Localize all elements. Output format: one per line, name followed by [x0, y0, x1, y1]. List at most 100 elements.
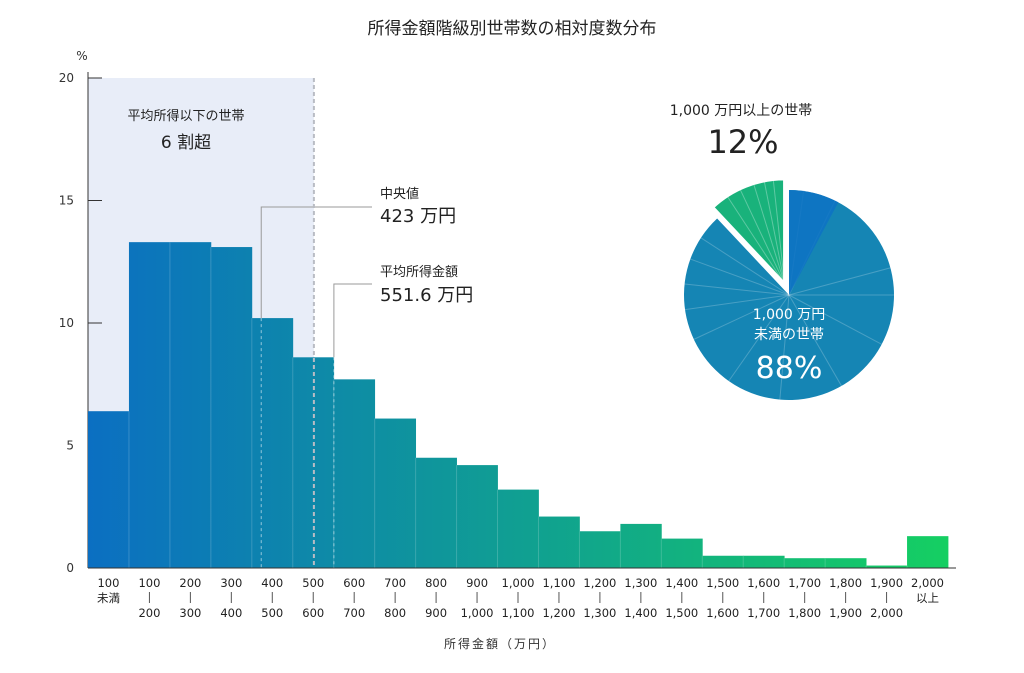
y-axis-unit-label: % — [76, 49, 87, 63]
pie-minor-value: 12% — [707, 123, 778, 161]
bar — [784, 558, 826, 568]
bar — [128, 242, 171, 568]
pie-slice-divider — [690, 258, 790, 296]
y-tick-label: 20 — [59, 71, 74, 85]
x-tick-label-top: 1,400 — [665, 576, 698, 590]
bar — [333, 379, 376, 568]
x-tick-label-bottom: 600 — [302, 606, 324, 620]
pie-slice-divider — [772, 179, 786, 284]
bar — [415, 457, 457, 568]
x-tick-label-bottom: 2,000 — [870, 606, 903, 620]
bar — [497, 489, 539, 568]
bar — [743, 555, 785, 568]
bar — [292, 357, 335, 568]
pie-minor-label: 1,000 万円以上の世帯 — [670, 103, 813, 119]
pie-slice-divider — [788, 294, 842, 387]
bar — [374, 418, 417, 568]
x-axis-title: 所得金額（万円） — [444, 636, 556, 651]
x-tick-label-bottom: 400 — [220, 606, 242, 620]
pie-subslice-highlight — [789, 190, 839, 295]
bar — [702, 555, 744, 568]
pie-major-value: 88% — [756, 351, 823, 386]
median-mean-markers — [260, 78, 372, 568]
pie-major-label-line2: 未満の世帯 — [754, 327, 824, 343]
x-tick-label-top: 1,300 — [624, 576, 657, 590]
pie-slice-divider — [726, 195, 786, 285]
x-tick-label-top: 100 — [97, 576, 119, 590]
x-tick-label-top: 1,100 — [542, 576, 575, 590]
x-tick-label-top: 100 — [138, 576, 160, 590]
x-tick-label-top: 500 — [302, 576, 324, 590]
pie-slice-divider — [684, 294, 790, 311]
x-tick-label-bottom: 200 — [138, 606, 160, 620]
x-tick-label-top: 600 — [343, 576, 365, 590]
x-tick-label-bottom: 500 — [261, 606, 283, 620]
x-tick-label-top: 1,500 — [706, 576, 739, 590]
bar — [661, 538, 703, 568]
x-tick-label-bottom: 1,600 — [706, 606, 739, 620]
pie-slice-divider — [728, 294, 790, 382]
median-label: 中央値 — [380, 186, 419, 202]
x-tick-label-bottom: 1,300 — [583, 606, 616, 620]
x-tick-label-top: 700 — [384, 576, 406, 590]
y-tick-label: 5 — [66, 439, 74, 453]
bar — [169, 242, 212, 568]
mean-leader-line — [333, 283, 372, 358]
bar — [825, 558, 867, 568]
bar — [456, 465, 498, 568]
shade-annotation-line1: 平均所得以下の世帯 — [127, 108, 244, 124]
pie-slice-divider — [779, 294, 790, 400]
pie-slice-under-10m — [684, 190, 895, 400]
x-tick-label-bottom: 900 — [425, 606, 447, 620]
x-tick-label-top: 900 — [466, 576, 488, 590]
pie-chart — [684, 177, 895, 400]
y-tick-label: 15 — [59, 194, 74, 208]
pie-major-label-line1: 1,000 万円 — [753, 307, 826, 323]
y-tick-label: 10 — [59, 316, 74, 330]
pie-slice-over-10m — [710, 177, 787, 288]
x-tick-label-bottom: 700 — [343, 606, 365, 620]
chart-title: 所得金額階級別世帯数の相対度数分布 — [368, 19, 657, 39]
x-tick-label-bottom: 以上 — [916, 591, 939, 605]
pie-slice-divider — [763, 180, 786, 284]
bar — [251, 318, 294, 568]
x-tick-label-top: 400 — [261, 576, 283, 590]
x-tick-label-top: 800 — [425, 576, 447, 590]
pie-slice-divider — [753, 183, 786, 284]
x-tick-label-bottom: 未満 — [97, 591, 120, 605]
x-tick-label-top: 2,000 — [911, 576, 944, 590]
pie-slice-divider — [700, 237, 790, 296]
x-tick-label-bottom: 1,200 — [542, 606, 575, 620]
pie-slice-divider — [684, 283, 790, 296]
bars — [88, 242, 949, 569]
y-tick-label: 0 — [66, 561, 74, 575]
mean-value: 551.6 万円 — [380, 285, 473, 306]
x-tick-label-top: 1,900 — [870, 576, 903, 590]
x-tick-label-bottom: 300 — [179, 606, 201, 620]
pie-slice-divider — [739, 188, 786, 285]
x-tick-label-bottom: 800 — [384, 606, 406, 620]
bar — [210, 247, 253, 569]
x-tick-label-bottom: 1,700 — [747, 606, 780, 620]
bar — [538, 516, 580, 568]
x-tick-label-top: 1,800 — [829, 576, 862, 590]
bar — [88, 411, 130, 568]
x-tick-label-top: 1,600 — [747, 576, 780, 590]
pie-slice-divider — [788, 267, 891, 296]
x-tick-label-bottom: 1,000 — [461, 606, 494, 620]
x-tick-label-top: 1,200 — [583, 576, 616, 590]
x-tick-label-bottom: 1,400 — [624, 606, 657, 620]
x-tick-label-bottom: 1,900 — [829, 606, 862, 620]
pie-slice-divider — [693, 294, 790, 340]
x-tick-label-top: 200 — [179, 576, 201, 590]
bar — [907, 536, 949, 568]
pie-slice-divider — [788, 294, 882, 345]
x-tick-label-bottom: 1,500 — [665, 606, 698, 620]
x-tick-label-bottom: 1,800 — [788, 606, 821, 620]
median-leader-line — [260, 206, 372, 319]
mean-label: 平均所得金額 — [380, 264, 458, 280]
x-tick-label-top: 300 — [220, 576, 242, 590]
x-tick-label-top: 1,000 — [502, 576, 535, 590]
bar — [620, 523, 662, 568]
